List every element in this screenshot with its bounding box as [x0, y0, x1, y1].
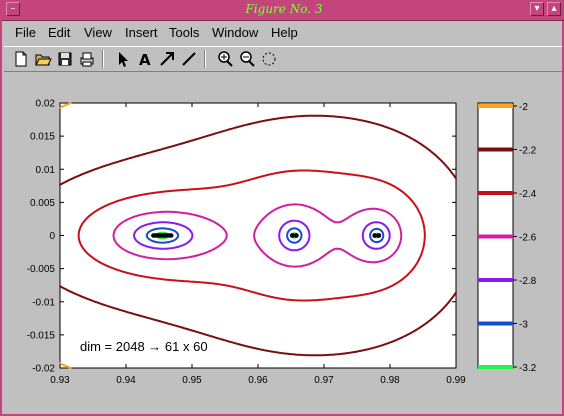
x-tick-label: 0.99: [446, 375, 466, 386]
y-tick-label: 0.005: [30, 198, 55, 209]
contour-line: [112, 203, 403, 268]
menu-tools[interactable]: Tools: [169, 25, 200, 40]
colorbar-tick-label: -2.6: [519, 233, 537, 244]
y-tick-label: 0.02: [36, 99, 56, 110]
y-tick-label: 0: [49, 231, 55, 242]
print-icon[interactable]: [78, 50, 96, 68]
colorbar-tick-label: -3.2: [519, 363, 537, 374]
menu-edit[interactable]: Edit: [48, 25, 71, 40]
toolbar-separator: [204, 50, 206, 68]
y-tick-label: -0.02: [32, 364, 55, 375]
rotate-icon[interactable]: [260, 50, 278, 68]
colorbar-tick-label: -2.4: [519, 189, 537, 200]
x-tick-label: 0.96: [248, 375, 268, 386]
save-icon[interactable]: [56, 50, 74, 68]
arrow-icon[interactable]: [158, 50, 176, 68]
new-file-icon[interactable]: [12, 50, 30, 68]
contour-line: [133, 219, 391, 252]
contour-line: [77, 169, 426, 302]
source-point: [293, 233, 299, 238]
x-tick-label: 0.95: [182, 375, 202, 386]
source-point: [376, 233, 382, 238]
maximize-icon[interactable]: ▴: [547, 2, 561, 16]
source-markers: [151, 233, 382, 238]
line-icon[interactable]: [180, 50, 198, 68]
select-arrow-icon[interactable]: [114, 50, 132, 68]
colorbar-levels: -2 -2.2 -2.4 -2.6 -2.8 -3 -3.2: [478, 102, 537, 374]
zoom-out-icon[interactable]: [238, 50, 256, 68]
window-title: Figure No. 3: [245, 2, 323, 16]
menu-help[interactable]: Help: [271, 25, 298, 40]
plot-axes: [59, 102, 457, 369]
source-point: [289, 233, 295, 238]
colorbar-tick-label: -2: [519, 102, 528, 113]
y-tick-label: 0.01: [36, 165, 56, 176]
open-folder-icon[interactable]: [34, 50, 52, 68]
title-bar[interactable]: – Figure No. 3 ▾ ▴: [2, 0, 564, 21]
menu-view[interactable]: View: [84, 25, 112, 40]
y-tick-label: -0.005: [27, 264, 56, 275]
menu-file[interactable]: File: [15, 25, 36, 40]
colorbar-tick-label: -3: [519, 320, 528, 331]
x-tick-label: 0.97: [314, 375, 334, 386]
menu-insert[interactable]: Insert: [125, 25, 158, 40]
y-tick-label: -0.015: [27, 330, 56, 341]
svg-text:A: A: [139, 51, 151, 68]
text-icon[interactable]: A: [136, 50, 154, 68]
menu-bar: File Edit View Insert Tools Window Help: [4, 22, 562, 44]
plot-annotation: dim = 2048 → 61 x 60: [80, 339, 208, 354]
toolbar: A: [4, 46, 562, 72]
contour-line: [145, 227, 385, 244]
contour-line: [59, 102, 72, 369]
window-menu-icon[interactable]: –: [6, 2, 20, 16]
menu-window[interactable]: Window: [212, 25, 259, 40]
source-point: [372, 233, 378, 238]
source-point: [169, 233, 174, 238]
minimize-icon[interactable]: ▾: [530, 2, 544, 16]
y-axis-ticks: 0.02 0.015 0.01 0.005 0 -0.005 -0.01 -0.015 -0.0…: [27, 99, 456, 375]
colorbar-tick-label: -2.2: [519, 146, 537, 157]
x-tick-label: 0.94: [116, 375, 136, 386]
toolbar-separator: [102, 50, 104, 68]
y-tick-label: 0.015: [30, 132, 55, 143]
y-tick-label: -0.01: [32, 297, 55, 308]
contour-line: [59, 114, 457, 357]
colorbar-tick-label: -2.8: [519, 276, 537, 287]
zoom-in-icon[interactable]: [216, 50, 234, 68]
x-axis-ticks: 0.93 0.94 0.95 0.96 0.97 0.98 0.99: [50, 103, 466, 386]
x-tick-label: 0.98: [380, 375, 400, 386]
x-tick-label: 0.93: [50, 375, 70, 386]
